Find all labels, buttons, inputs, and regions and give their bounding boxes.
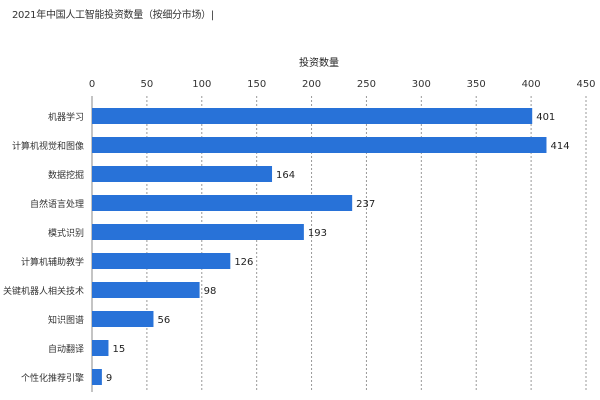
data-label: 193 [308,228,327,239]
x-tick-label: 300 [412,79,431,90]
x-tick-label: 100 [192,79,211,90]
x-tick-label: 150 [247,79,266,90]
data-label: 56 [157,315,170,326]
bar [92,137,547,153]
y-tick-label: 数据挖掘 [48,169,84,181]
y-tick-label: 关键机器人相关技术 [3,285,84,297]
bar [92,195,353,211]
bar [92,282,200,298]
y-tick-label: 个性化推荐引擎 [21,372,84,384]
x-tick-label: 350 [467,79,486,90]
y-tick-label: 计算机辅助教学 [21,256,84,268]
bar [92,369,102,385]
x-tick-label: 0 [89,79,95,90]
data-label: 98 [204,286,217,297]
y-tick-label: 知识图谱 [48,314,84,326]
data-label: 414 [550,141,569,152]
bar [92,253,231,269]
y-tick-label: 计算机视觉和图像 [12,140,84,152]
x-tick-label: 50 [141,79,154,90]
y-tick-label: 自然语言处理 [30,198,84,210]
bar [92,224,304,240]
bar [92,340,109,356]
y-tick-label: 自动翻译 [48,343,84,355]
x-tick-label: 200 [302,79,321,90]
data-label: 401 [536,112,555,123]
x-tick-label: 250 [357,79,376,90]
y-tick-label: 机器学习 [48,111,84,123]
y-tick-label: 模式识别 [48,227,84,239]
data-label: 237 [356,199,375,210]
chart-title: 2021年中国人工智能投资数量（按细分市场）| [12,10,214,21]
data-label: 15 [112,344,125,355]
bar [92,311,154,327]
bar [92,108,533,124]
data-label: 126 [234,257,253,268]
x-axis-title: 投资数量 [299,56,339,69]
x-tick-label: 450 [576,79,595,90]
data-label: 9 [106,373,112,384]
x-tick-label: 400 [522,79,541,90]
data-label: 164 [276,170,295,181]
bar [92,166,273,182]
